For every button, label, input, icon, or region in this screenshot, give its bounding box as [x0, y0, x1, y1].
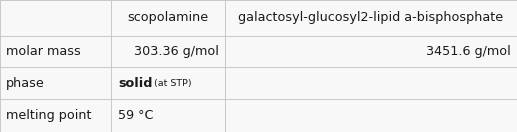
- Text: molar mass: molar mass: [6, 45, 81, 58]
- Text: phase: phase: [6, 77, 45, 90]
- Text: galactosyl-glucosyl2-lipid a-bisphosphate: galactosyl-glucosyl2-lipid a-bisphosphat…: [238, 11, 504, 24]
- Text: solid: solid: [118, 77, 153, 90]
- Text: (at STP): (at STP): [148, 79, 192, 88]
- Text: melting point: melting point: [6, 109, 92, 122]
- Text: 59 °C: 59 °C: [118, 109, 154, 122]
- Text: 303.36 g/mol: 303.36 g/mol: [134, 45, 219, 58]
- Text: 3451.6 g/mol: 3451.6 g/mol: [426, 45, 511, 58]
- Text: scopolamine: scopolamine: [128, 11, 208, 24]
